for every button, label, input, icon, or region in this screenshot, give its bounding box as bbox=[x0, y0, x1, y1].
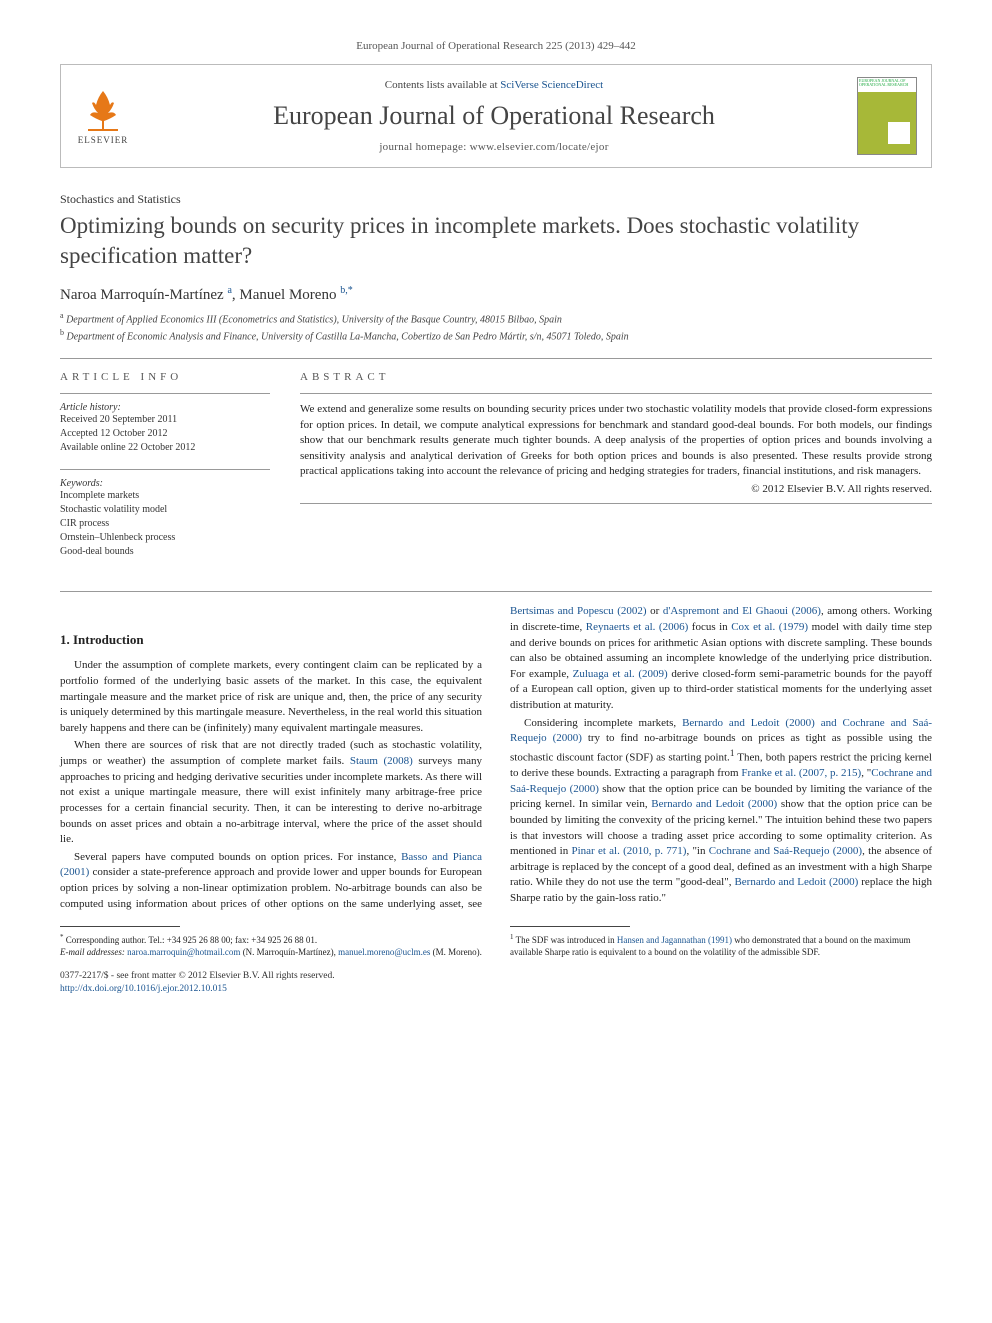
footnote-1: 1 The SDF was introduced in Hansen and J… bbox=[510, 933, 932, 958]
author-1: Naroa Marroquín-Martínez bbox=[60, 287, 227, 303]
affil-b: Department of Economic Analysis and Fina… bbox=[64, 331, 629, 342]
email-2[interactable]: manuel.moreno@uclm.es bbox=[338, 947, 430, 957]
copyright: © 2012 Elsevier B.V. All rights reserved… bbox=[300, 483, 932, 495]
citation-line: European Journal of Operational Research… bbox=[60, 40, 932, 52]
keyword-5: Good-deal bounds bbox=[60, 545, 270, 559]
online-date: Available online 22 October 2012 bbox=[60, 441, 270, 455]
keyword-3: CIR process bbox=[60, 517, 270, 531]
p3b: consider a state-preference approach and… bbox=[60, 866, 482, 909]
article-info: ARTICLE INFO Article history: Received 2… bbox=[60, 371, 270, 573]
ref-zuluaga-2009[interactable]: Zuluaga et al. (2009) bbox=[573, 668, 668, 680]
publisher-label: ELSEVIER bbox=[78, 135, 129, 145]
p3e: focus in bbox=[688, 621, 731, 633]
ref-franke-2007[interactable]: Franke et al. (2007, p. 215) bbox=[741, 767, 861, 779]
journal-homepage: journal homepage: www.elsevier.com/locat… bbox=[145, 141, 843, 153]
keyword-4: Ornstein–Uhlenbeck process bbox=[60, 531, 270, 545]
corr-text: Corresponding author. Tel.: +34 925 26 8… bbox=[64, 935, 318, 945]
abstract-text: We extend and generalize some results on… bbox=[300, 402, 932, 479]
ref-daspremont-elghaoui-2006[interactable]: d'Aspremont and El Ghaoui (2006) bbox=[663, 605, 821, 617]
contents-prefix: Contents lists available at bbox=[385, 79, 500, 91]
paragraph-4: Considering incomplete markets, Bernardo… bbox=[510, 716, 932, 907]
ref-pinar-2010[interactable]: Pinar et al. (2010, p. 771) bbox=[572, 845, 687, 857]
author-2: Manuel Moreno bbox=[239, 287, 340, 303]
contents-available: Contents lists available at SciVerse Sci… bbox=[145, 79, 843, 91]
p4g: , "in bbox=[686, 845, 708, 857]
abstract-divider bbox=[300, 393, 932, 394]
elsevier-logo: ELSEVIER bbox=[75, 83, 131, 149]
abstract-label: ABSTRACT bbox=[300, 371, 932, 383]
ref-bernardo-ledoit-2000-b[interactable]: Bernardo and Ledoit (2000) bbox=[734, 876, 858, 888]
email-1[interactable]: naroa.marroquin@hotmail.com bbox=[127, 947, 240, 957]
cover-title: EUROPEAN JOURNAL OF OPERATIONAL RESEARCH bbox=[858, 78, 916, 92]
journal-name: European Journal of Operational Research bbox=[145, 101, 843, 131]
p4d: , " bbox=[861, 767, 871, 779]
footnote-rule-right bbox=[510, 926, 630, 927]
p3a: Several papers have computed bounds on o… bbox=[74, 851, 401, 863]
email-addresses: E-mail addresses: naroa.marroquin@hotmai… bbox=[60, 946, 482, 958]
issn-line: 0377-2217/$ - see front matter © 2012 El… bbox=[60, 970, 932, 983]
email-label: E-mail addresses: bbox=[60, 947, 127, 957]
accepted-date: Accepted 12 October 2012 bbox=[60, 427, 270, 441]
keyword-1: Incomplete markets bbox=[60, 489, 270, 503]
ref-reynaerts-2006[interactable]: Reynaerts et al. (2006) bbox=[586, 621, 689, 633]
homepage-url[interactable]: www.elsevier.com/locate/ejor bbox=[470, 141, 609, 153]
info-abstract-row: ARTICLE INFO Article history: Received 2… bbox=[60, 371, 932, 573]
homepage-prefix: journal homepage: bbox=[379, 141, 469, 153]
authors: Naroa Marroquín-Martínez a, Manuel Moren… bbox=[60, 285, 932, 304]
abstract: ABSTRACT We extend and generalize some r… bbox=[300, 371, 932, 573]
article-section-label: Stochastics and Statistics bbox=[60, 192, 932, 207]
p3c: or bbox=[647, 605, 663, 617]
paragraph-1: Under the assumption of complete markets… bbox=[60, 658, 482, 736]
doi-block: 0377-2217/$ - see front matter © 2012 El… bbox=[60, 970, 932, 996]
email-1-who: (N. Marroquín-Martínez), bbox=[240, 947, 338, 957]
divider bbox=[60, 358, 932, 359]
keyword-2: Stochastic volatility model bbox=[60, 503, 270, 517]
email-2-who: (M. Moreno). bbox=[430, 947, 482, 957]
info-divider bbox=[60, 393, 270, 394]
ref-bertsimas-popescu-2002[interactable]: Bertsimas and Popescu (2002) bbox=[510, 605, 647, 617]
p2b: surveys many approaches to pricing and h… bbox=[60, 755, 482, 845]
body-text: 1. Introduction Under the assumption of … bbox=[60, 604, 932, 912]
paragraph-2: When there are sources of risk that are … bbox=[60, 738, 482, 847]
history-label: Article history: bbox=[60, 402, 270, 413]
ref-cox-1979[interactable]: Cox et al. (1979) bbox=[731, 621, 808, 633]
ref-bernardo-ledoit-2000-a[interactable]: Bernardo and Ledoit (2000) bbox=[651, 798, 777, 810]
journal-header: ELSEVIER Contents lists available at Sci… bbox=[60, 64, 932, 168]
corresponding-author: * Corresponding author. Tel.: +34 925 26… bbox=[60, 933, 482, 946]
affiliations: a Department of Applied Economics III (E… bbox=[60, 310, 932, 345]
author-2-sup: b,* bbox=[340, 285, 353, 296]
fn1a: The SDF was introduced in bbox=[514, 935, 617, 945]
journal-cover-thumb: EUROPEAN JOURNAL OF OPERATIONAL RESEARCH bbox=[857, 77, 917, 155]
p4a: Considering incomplete markets, bbox=[524, 717, 682, 729]
ref-staum-2008[interactable]: Staum (2008) bbox=[350, 755, 413, 767]
article-info-label: ARTICLE INFO bbox=[60, 371, 270, 383]
doi-link[interactable]: http://dx.doi.org/10.1016/j.ejor.2012.10… bbox=[60, 984, 227, 994]
sciencedirect-link[interactable]: SciVerse ScienceDirect bbox=[500, 79, 603, 91]
divider-2 bbox=[60, 591, 932, 592]
footnote-rule-left bbox=[60, 926, 180, 927]
ref-cochrane-saa-2000-b[interactable]: Cochrane and Saá-Requejo (2000) bbox=[709, 845, 862, 857]
ref-hansen-jagannathan-1991[interactable]: Hansen and Jagannathan (1991) bbox=[617, 935, 732, 945]
received-date: Received 20 September 2011 bbox=[60, 413, 270, 427]
abstract-divider-bottom bbox=[300, 503, 932, 504]
affil-a: Department of Applied Economics III (Eco… bbox=[64, 314, 562, 325]
info-divider-2 bbox=[60, 469, 270, 470]
keywords-label: Keywords: bbox=[60, 478, 270, 489]
elsevier-tree-icon bbox=[80, 87, 126, 133]
intro-heading: 1. Introduction bbox=[60, 632, 482, 648]
article-title: Optimizing bounds on security prices in … bbox=[60, 211, 932, 271]
footnote-row: * Corresponding author. Tel.: +34 925 26… bbox=[60, 912, 932, 958]
